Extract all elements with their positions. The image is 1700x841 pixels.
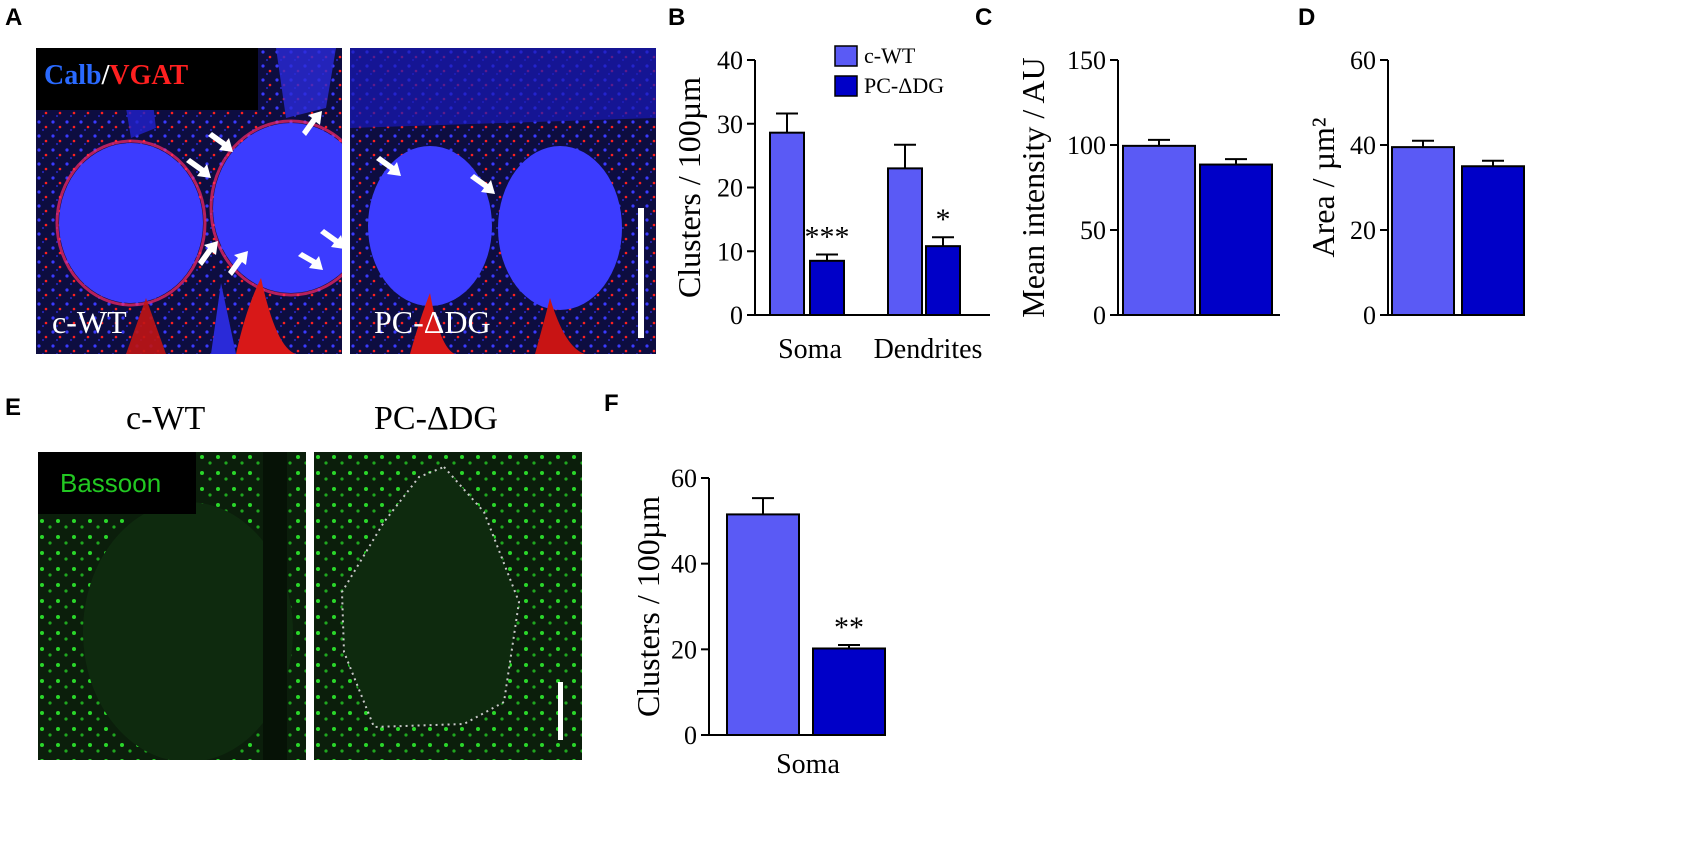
bar: [887, 167, 923, 316]
significance-marker: **: [834, 611, 864, 644]
y-axis-label: Clusters / 100µm: [671, 77, 707, 298]
significance-marker: *: [936, 203, 951, 236]
genotype-label-pcdg: PC-ΔDG: [374, 304, 491, 340]
bar: [726, 513, 800, 736]
marker-calb: Calb: [44, 60, 102, 91]
y-axis-label: Area / µm²: [1305, 118, 1341, 258]
marker-bassoon: Bassoon: [60, 468, 162, 498]
legend-swatch: [834, 75, 858, 97]
marker-separator: /: [101, 60, 110, 91]
legend-swatch: [834, 45, 858, 67]
micrograph-cwt-calb-vgat: Calb/VGAT c-WT: [36, 48, 342, 354]
panel-label-d: D: [1298, 4, 1316, 31]
bassoon-label-box: [38, 452, 196, 514]
y-tick-label: 0: [1093, 301, 1106, 330]
y-tick-label: 60: [1350, 46, 1376, 75]
marker-vgat: VGAT: [109, 60, 189, 91]
y-tick-label: 0: [1363, 301, 1376, 330]
significance-marker: ***: [805, 220, 850, 253]
bar: [1391, 146, 1455, 316]
y-tick-label: 0: [730, 301, 743, 330]
panel-label-c: C: [975, 4, 993, 31]
marker-label-calb-vgat: Calb/VGAT: [44, 60, 188, 92]
x-category-label: Dendrites: [874, 334, 983, 365]
y-tick-label: 20: [1350, 216, 1376, 245]
micrograph-cwt-bassoon: Bassoon: [38, 452, 306, 760]
panel-label-b: B: [668, 4, 686, 31]
x-category-label: Soma: [778, 334, 842, 365]
y-tick-label: 60: [671, 464, 697, 493]
chart-c-mean-intensity: 0 50 100 150 Mean intensity / AU: [1015, 46, 1280, 330]
legend-label: PC-ΔDG: [864, 73, 944, 98]
y-tick-label: 40: [1350, 131, 1376, 160]
genotype-label-cwt: c-WT: [52, 304, 127, 340]
micrograph-pcdg-bassoon-image: [314, 452, 582, 760]
y-tick-label: 40: [671, 550, 697, 579]
y-tick-label: 100: [1067, 131, 1106, 160]
bassoon-title-cwt: c-WT: [126, 400, 206, 437]
bar: [925, 245, 961, 316]
y-tick-label: 50: [1080, 216, 1106, 245]
bar: [769, 131, 805, 316]
bar: [812, 647, 886, 736]
legend-label: c-WT: [864, 43, 916, 68]
y-tick-label: 0: [684, 721, 697, 750]
panel-label-f: F: [604, 390, 619, 417]
bar: [1461, 165, 1525, 316]
y-tick-label: 10: [717, 237, 743, 266]
chart-d-area: 0 20 40 60 Area / µm²: [1305, 46, 1525, 330]
panel-label-a: A: [5, 4, 23, 31]
micrograph-pcdg-image: [350, 48, 656, 354]
y-tick-label: 40: [717, 46, 743, 75]
y-tick-label: 20: [671, 635, 697, 664]
y-axis-label: Clusters / 100µm: [630, 496, 666, 717]
y-tick-label: 30: [717, 110, 743, 139]
micrograph-pcdg-calb-vgat: PC-ΔDG: [350, 48, 656, 354]
bassoon-title-pcdg: PC-ΔDG: [374, 400, 498, 437]
y-axis-label: Mean intensity / AU: [1015, 57, 1051, 317]
bar: [809, 259, 845, 316]
bar: [1199, 163, 1273, 316]
y-tick-label: 20: [717, 174, 743, 203]
panel-label-e: E: [5, 394, 22, 421]
x-axis-label: Soma: [776, 749, 840, 780]
bar: [1122, 144, 1196, 316]
marker-label-box: [36, 48, 258, 110]
micrograph-pcdg-bassoon: [314, 452, 582, 760]
y-tick-label: 150: [1067, 46, 1106, 75]
